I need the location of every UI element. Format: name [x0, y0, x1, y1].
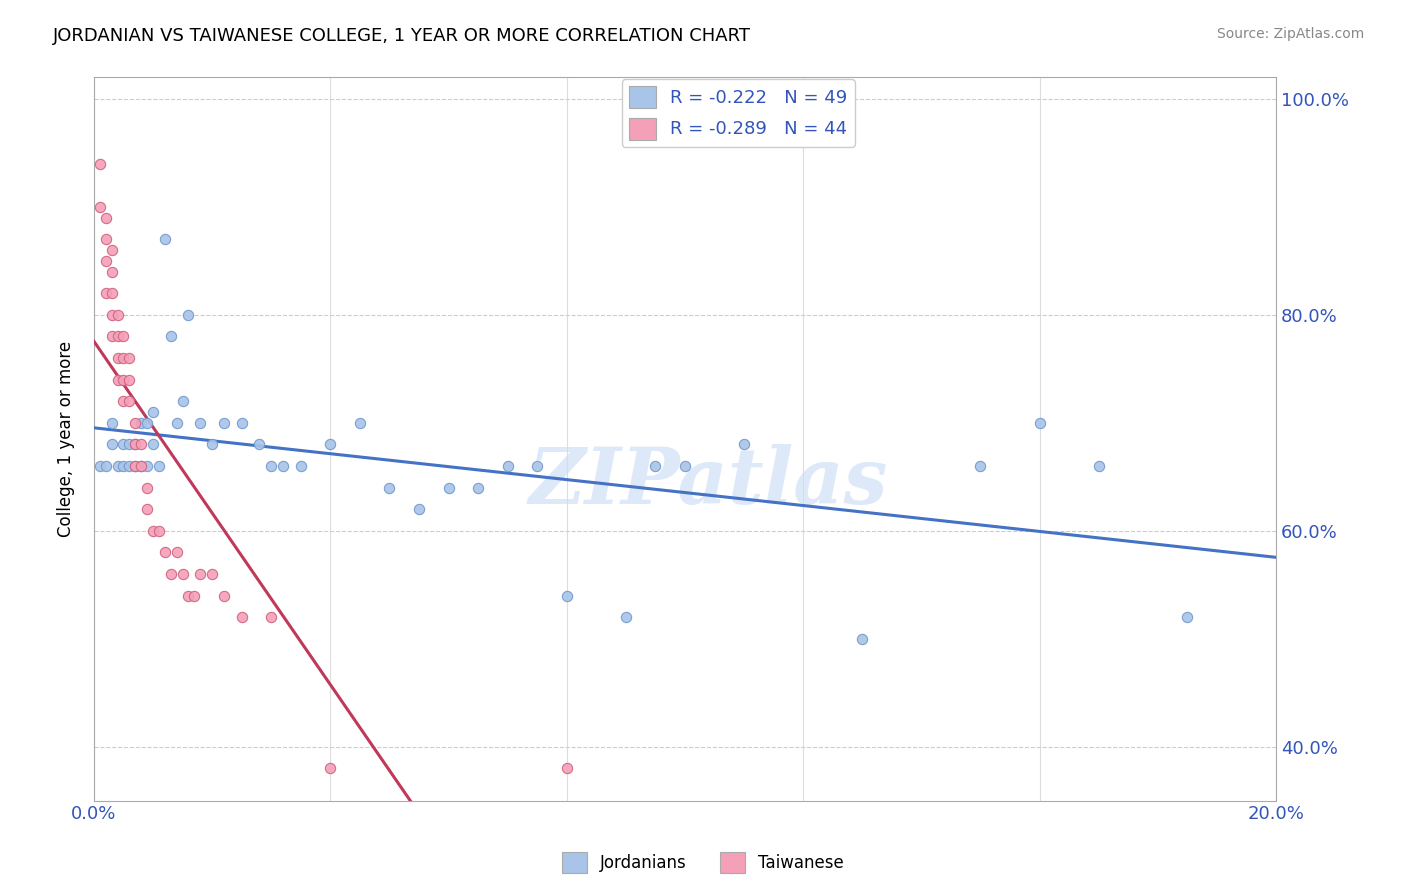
Point: [136, 416, 159, 430]
Point: [100, 243, 122, 257]
Point: [89, 200, 111, 214]
Point: [124, 437, 146, 451]
Point: [94, 211, 117, 225]
Legend: Jordanians, Taiwanese: Jordanians, Taiwanese: [555, 846, 851, 880]
Point: [89, 458, 111, 473]
Point: [614, 610, 637, 624]
Point: [1087, 458, 1109, 473]
Point: [231, 416, 253, 430]
Point: [969, 458, 991, 473]
Point: [142, 405, 165, 419]
Point: [136, 481, 159, 495]
Point: [107, 351, 129, 365]
Point: [100, 329, 122, 343]
Point: [1175, 610, 1198, 624]
Point: [467, 481, 489, 495]
Point: [644, 458, 666, 473]
Point: [319, 761, 342, 775]
Point: [148, 524, 170, 538]
Point: [124, 416, 146, 430]
Point: [118, 373, 141, 387]
Point: [112, 394, 135, 409]
Point: [231, 610, 253, 624]
Point: [733, 437, 755, 451]
Point: [94, 286, 117, 301]
Point: [112, 373, 135, 387]
Point: [290, 458, 312, 473]
Point: [437, 481, 460, 495]
Point: [153, 545, 176, 559]
Point: [100, 416, 122, 430]
Point: [159, 329, 181, 343]
Point: [112, 458, 135, 473]
Point: [555, 589, 578, 603]
Point: [136, 458, 159, 473]
Point: [107, 329, 129, 343]
Point: [851, 632, 873, 646]
Point: [107, 373, 129, 387]
Text: Source: ZipAtlas.com: Source: ZipAtlas.com: [1216, 27, 1364, 41]
Point: [166, 416, 188, 430]
Point: [1028, 416, 1050, 430]
Point: [118, 394, 141, 409]
Point: [555, 761, 578, 775]
Point: [201, 566, 224, 581]
Point: [100, 437, 122, 451]
Point: [188, 566, 211, 581]
Point: [408, 502, 430, 516]
Point: [526, 458, 548, 473]
Point: [118, 458, 141, 473]
Point: [260, 610, 283, 624]
Text: ZIPatlas: ZIPatlas: [529, 444, 889, 521]
Point: [673, 458, 696, 473]
Point: [212, 416, 235, 430]
Point: [112, 351, 135, 365]
Point: [112, 437, 135, 451]
Point: [89, 157, 111, 171]
Point: [118, 437, 141, 451]
Point: [349, 416, 371, 430]
Point: [319, 437, 342, 451]
Point: [212, 589, 235, 603]
Point: [107, 458, 129, 473]
Point: [112, 329, 135, 343]
Point: [129, 458, 152, 473]
Point: [118, 351, 141, 365]
Point: [94, 254, 117, 268]
Point: [129, 458, 152, 473]
Point: [129, 437, 152, 451]
Point: [124, 437, 146, 451]
Point: [378, 481, 401, 495]
Point: [496, 458, 519, 473]
Point: [142, 524, 165, 538]
Point: [94, 232, 117, 246]
Text: JORDANIAN VS TAIWANESE COLLEGE, 1 YEAR OR MORE CORRELATION CHART: JORDANIAN VS TAIWANESE COLLEGE, 1 YEAR O…: [53, 27, 751, 45]
Point: [107, 308, 129, 322]
Point: [172, 394, 194, 409]
Point: [129, 416, 152, 430]
Point: [188, 416, 211, 430]
Point: [249, 437, 271, 451]
Point: [166, 545, 188, 559]
Point: [177, 308, 200, 322]
Point: [124, 458, 146, 473]
Point: [100, 265, 122, 279]
Point: [271, 458, 294, 473]
Point: [260, 458, 283, 473]
Point: [124, 458, 146, 473]
Point: [172, 566, 194, 581]
Point: [177, 589, 200, 603]
Point: [94, 458, 117, 473]
Point: [153, 232, 176, 246]
Point: [100, 308, 122, 322]
Point: [183, 589, 205, 603]
Point: [136, 502, 159, 516]
Y-axis label: College, 1 year or more: College, 1 year or more: [58, 341, 75, 537]
Point: [159, 566, 181, 581]
Legend: R = -0.222   N = 49, R = -0.289   N = 44: R = -0.222 N = 49, R = -0.289 N = 44: [621, 79, 855, 147]
Point: [100, 286, 122, 301]
Point: [148, 458, 170, 473]
Point: [142, 437, 165, 451]
Point: [201, 437, 224, 451]
